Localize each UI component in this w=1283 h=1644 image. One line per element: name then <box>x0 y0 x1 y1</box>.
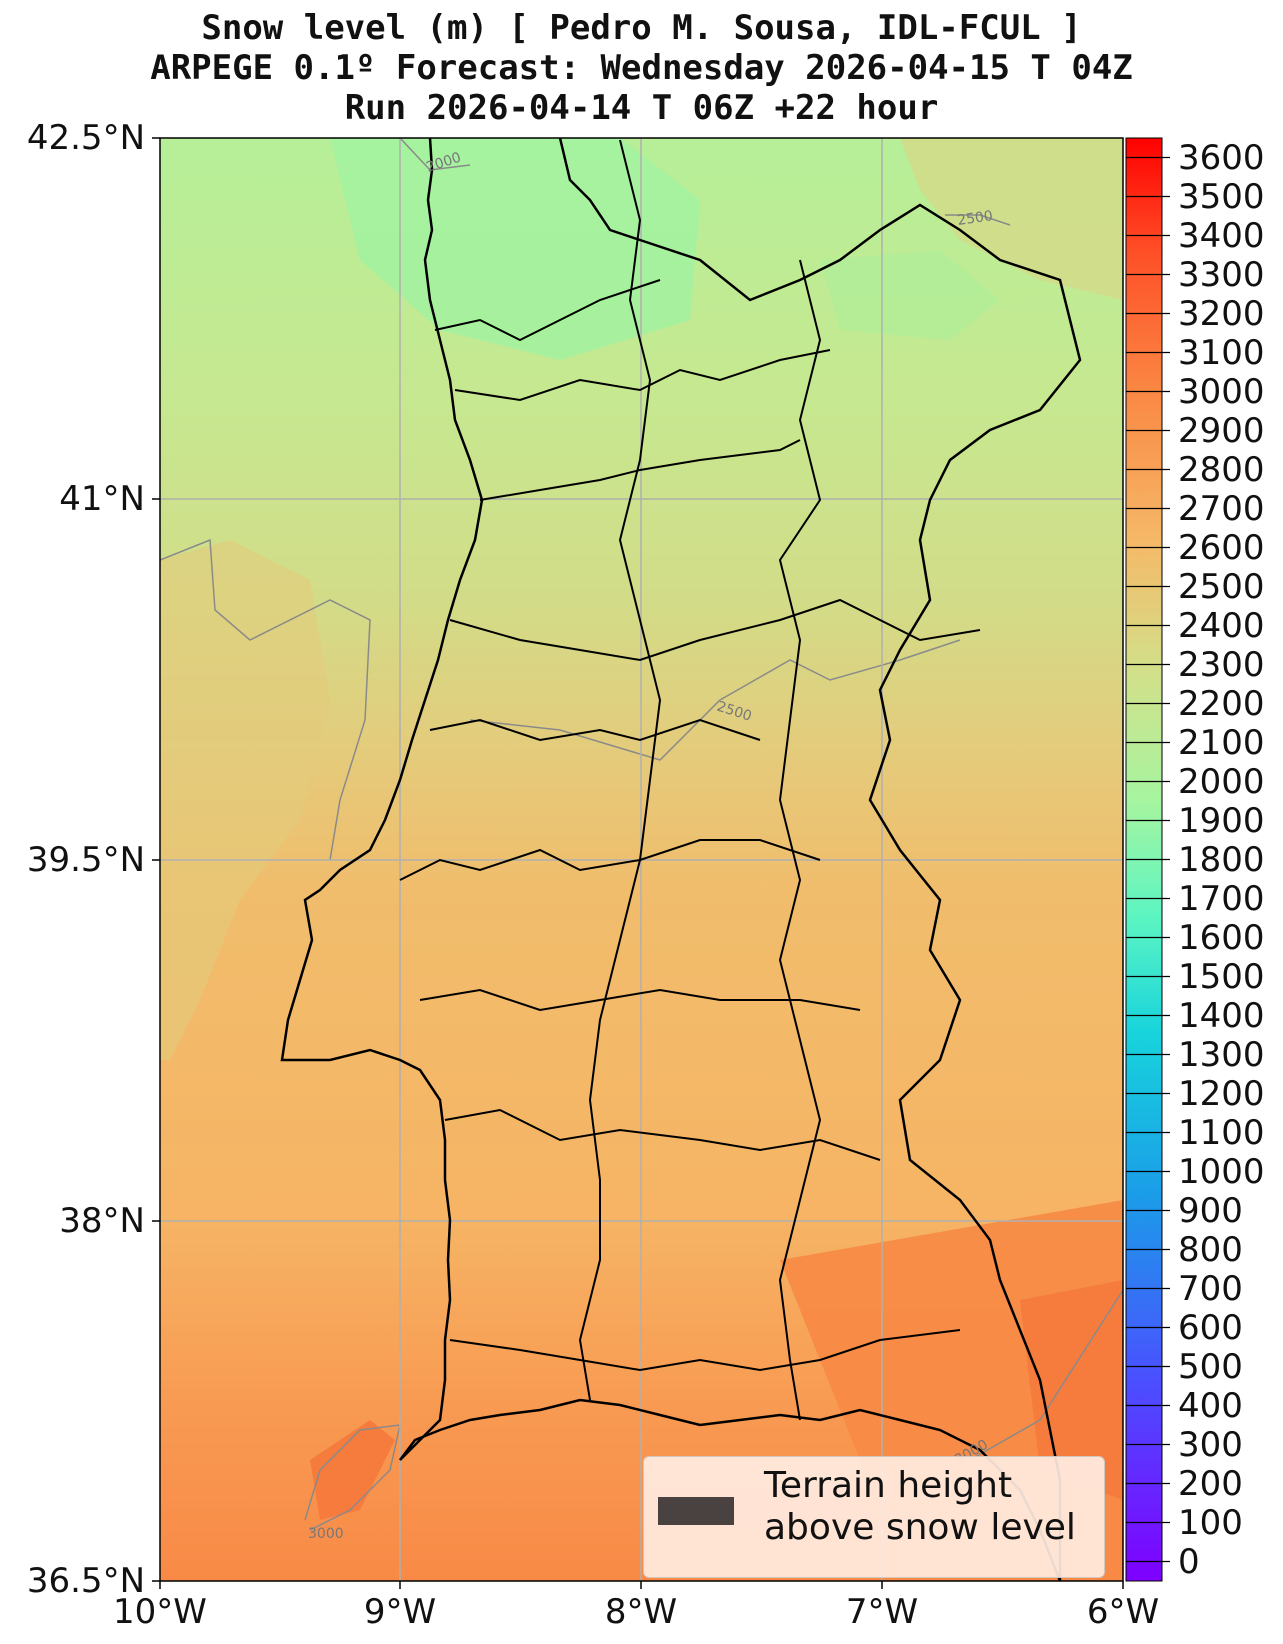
contour-line <box>469 639 961 761</box>
mid-snow-level-region <box>160 540 330 1060</box>
colorbar-tick-label: 3500 <box>1178 176 1265 217</box>
lon-label: 8°W <box>604 1592 678 1632</box>
coastline <box>280 138 1062 1581</box>
legend-label-line-2: above snow level <box>764 1507 1076 1548</box>
low-snow-level-region <box>330 138 700 360</box>
colorbar-tick-label: 2600 <box>1178 527 1265 568</box>
colorbar-tick-label: 0 <box>1178 1541 1200 1582</box>
colorbar-tick-label: 900 <box>1178 1190 1243 1231</box>
lon-label: 6°W <box>1086 1592 1160 1632</box>
legend: Terrain height above snow level <box>643 1456 1105 1578</box>
colorbar-tick-label: 1500 <box>1178 956 1265 997</box>
colorbar-tick-label: 1700 <box>1178 878 1265 919</box>
title-line-2: ARPEGE 0.1º Forecast: Wednesday 2026-04-… <box>150 48 1133 88</box>
colorbar-tick-label: 2200 <box>1178 683 1265 724</box>
colorbar-tick-label: 3600 <box>1178 137 1265 178</box>
colorbar-tick-label: 3100 <box>1178 332 1265 373</box>
title-line-3: Run 2026-04-14 T 06Z +22 hour <box>344 88 939 128</box>
map-field <box>160 138 1123 1581</box>
colorbar-tick-label: 2400 <box>1178 605 1265 646</box>
lat-label: 39.5°N <box>26 840 145 880</box>
colorbar-ticks <box>1126 156 1170 1563</box>
low-snow-level-region <box>820 250 1000 340</box>
map-title: Snow level (m) [ Pedro M. Sousa, IDL-FCU… <box>0 8 1283 128</box>
lon-label: 9°W <box>363 1592 437 1632</box>
contour-line <box>945 214 1011 226</box>
district-borders <box>399 139 981 1421</box>
colorbar-tick-label: 600 <box>1178 1307 1243 1348</box>
colorbar-tick-label: 200 <box>1178 1463 1243 1504</box>
colorbar-tick-label: 2700 <box>1178 488 1265 529</box>
colorbar-tick-label: 2300 <box>1178 644 1265 685</box>
colorbar-tick-label: 3200 <box>1178 293 1265 334</box>
lat-label: 41°N <box>59 479 145 519</box>
colorbar-tick-label: 700 <box>1178 1268 1243 1309</box>
colorbar-tick-label: 3000 <box>1178 371 1265 412</box>
colorbar-tick-label: 3300 <box>1178 254 1265 295</box>
international-border <box>558 138 1082 1581</box>
colorbar-tick-label: 1600 <box>1178 917 1265 958</box>
colorbar-tick-label: 1200 <box>1178 1073 1265 1114</box>
colorbar-tick-label: 1300 <box>1178 1034 1265 1075</box>
lat-label: 42.5°N <box>26 118 145 158</box>
contour-line <box>969 1289 1123 1461</box>
title-line-1: Snow level (m) [ Pedro M. Sousa, IDL-FCU… <box>201 8 1082 48</box>
colorbar-tick-label: 2900 <box>1178 410 1265 451</box>
colorbar-tick-label: 1900 <box>1178 800 1265 841</box>
contour-line <box>399 138 471 171</box>
high-snow-level-region <box>1020 1280 1123 1500</box>
colorbar-tick-label: 300 <box>1178 1424 1243 1465</box>
colorbar-tick-label: 1800 <box>1178 839 1265 880</box>
legend-label-line-1: Terrain height <box>764 1465 1013 1506</box>
colorbar-tick-label: 1100 <box>1178 1112 1265 1153</box>
colorbar-tick-label: 400 <box>1178 1385 1243 1426</box>
colorbar-tick-label: 100 <box>1178 1502 1243 1543</box>
lat-label: 36.5°N <box>26 1561 145 1601</box>
colorbar-tick-label: 1000 <box>1178 1151 1265 1192</box>
colorbar-tick-label: 2800 <box>1178 449 1265 490</box>
colorbar-tick-label: 500 <box>1178 1346 1243 1387</box>
contour-label: 2500 <box>956 208 994 229</box>
mid-snow-level-region <box>900 138 1123 300</box>
legend-swatch <box>658 1497 734 1525</box>
contour-label: 3000 <box>308 1526 344 1542</box>
colorbar-tick-label: 2000 <box>1178 761 1265 802</box>
colorbar-tick-label: 3400 <box>1178 215 1265 256</box>
contour-line <box>160 538 371 861</box>
lat-label: 38°N <box>59 1201 145 1241</box>
lon-label: 7°W <box>845 1592 919 1632</box>
lon-label: 10°W <box>113 1592 207 1632</box>
colorbar-tick-label: 2100 <box>1178 722 1265 763</box>
axis-ticks <box>152 137 1124 1589</box>
colorbar-tick-label: 1400 <box>1178 995 1265 1036</box>
colorbar-tick-label: 800 <box>1178 1229 1243 1270</box>
high-snow-level-region <box>310 1420 395 1520</box>
colorbar-tick-label: 2500 <box>1178 566 1265 607</box>
legend-label: Terrain height above snow level <box>764 1465 1076 1549</box>
